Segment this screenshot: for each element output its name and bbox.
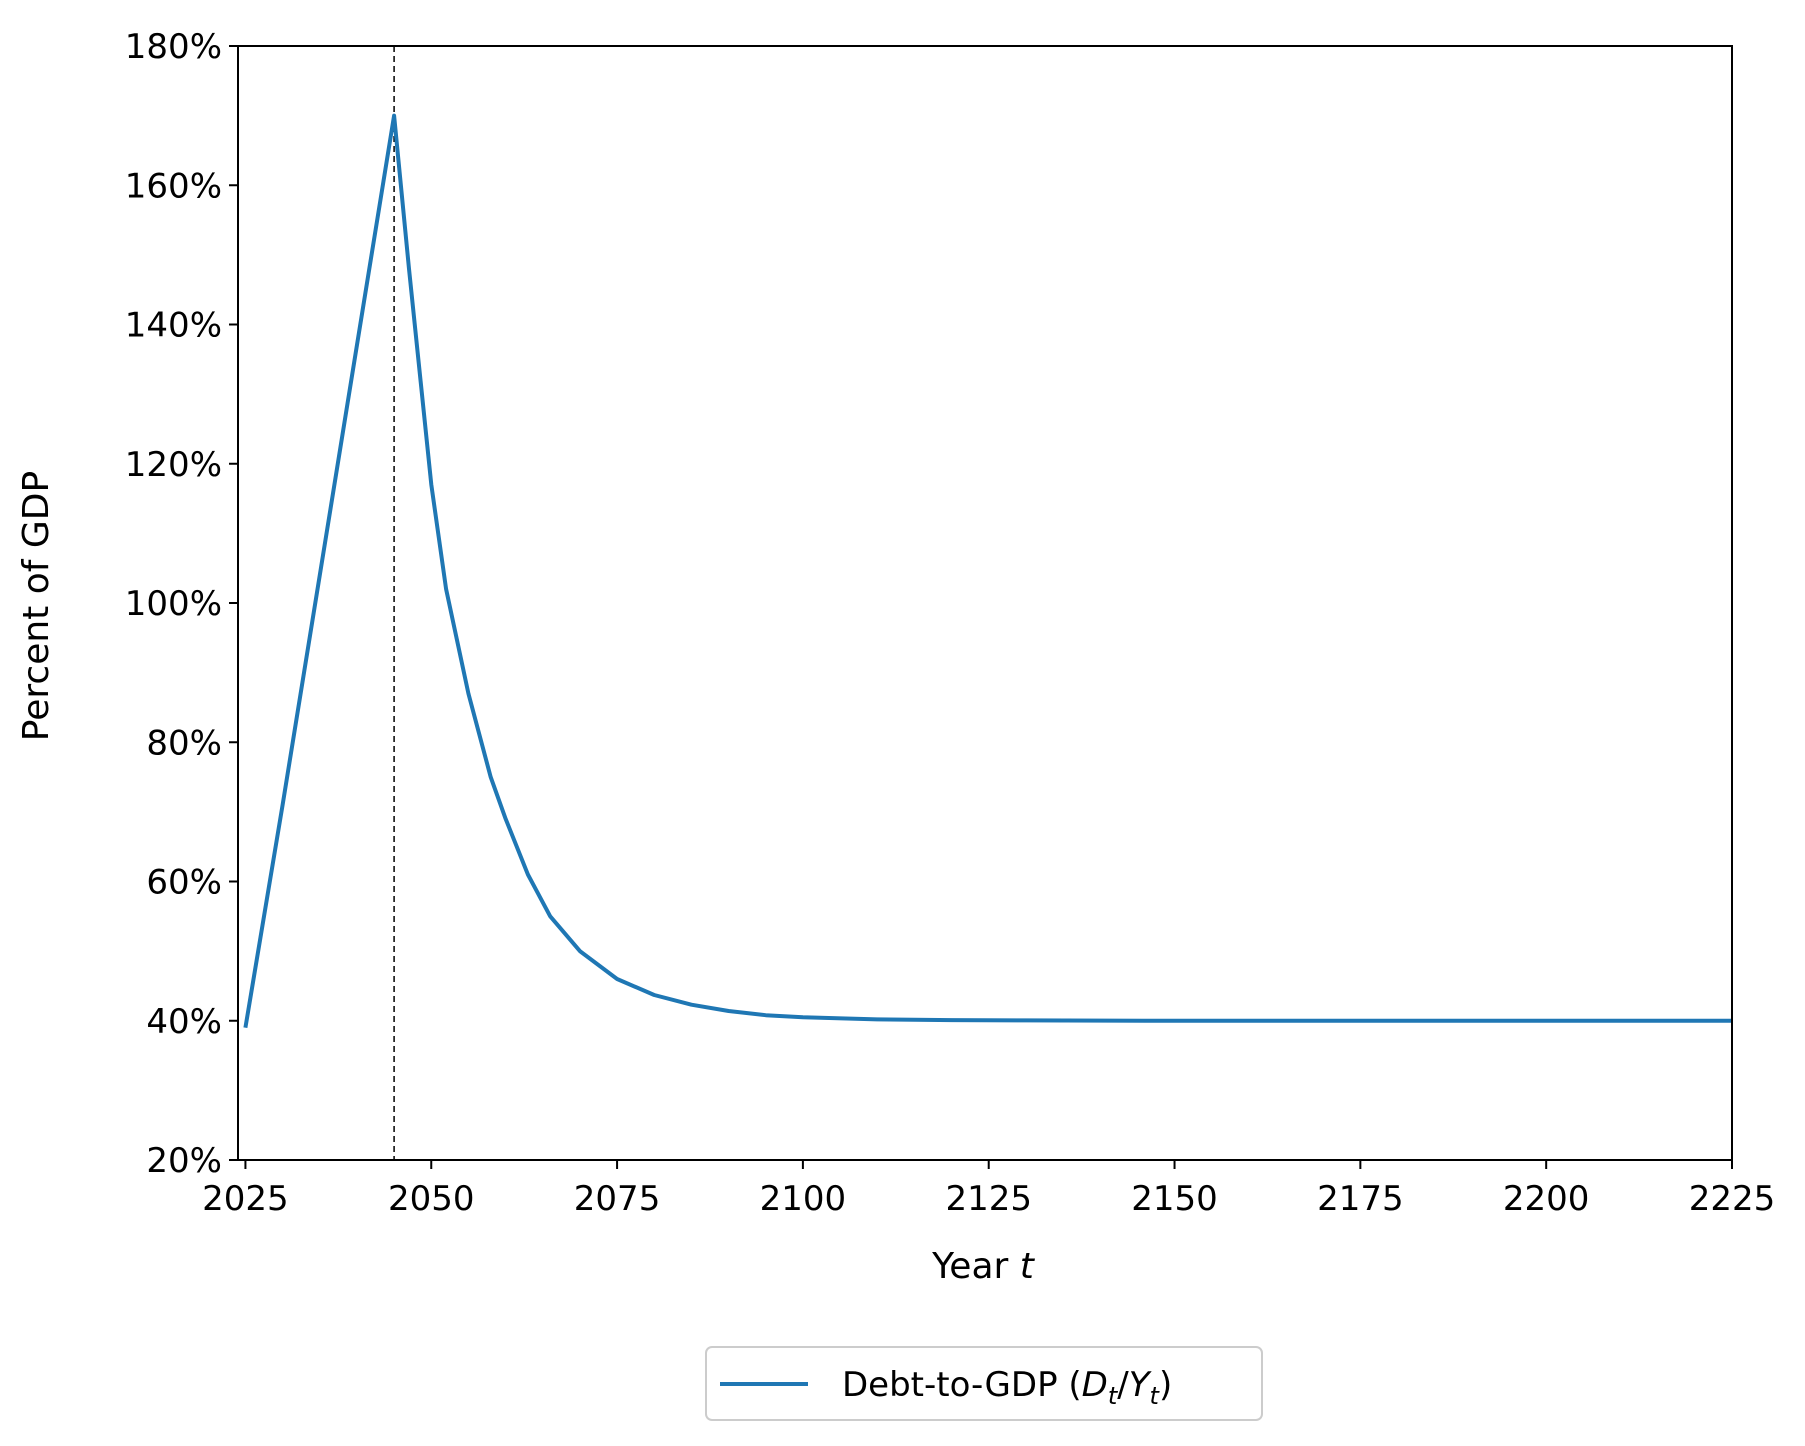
y-tick-label: 60% (146, 863, 222, 903)
y-tick-label: 100% (125, 584, 222, 624)
legend: Debt-to-GDP (Dt/Yt) (705, 1346, 1263, 1421)
y-tick-label: 140% (125, 306, 222, 346)
y-tick-label: 120% (125, 445, 222, 485)
y-tick-label: 160% (125, 166, 222, 206)
x-axis-label-text: Year (931, 1246, 1008, 1287)
plot-area (243, 46, 1732, 1160)
x-tick-label: 2200 (1503, 1179, 1590, 1219)
x-tick-label: 2050 (388, 1179, 475, 1219)
x-tick-label: 2025 (202, 1179, 289, 1219)
y-axis-label: Percent of GDP (16, 471, 57, 741)
x-tick-label: 2150 (1131, 1179, 1218, 1219)
legend-label-debt-to-gdp: Debt-to-GDP (Dt/Yt) (842, 1365, 1172, 1410)
axes: 20% 40% 60% 80% 100% 120% 140% 160% 180% 2025 2050… (125, 27, 1775, 1219)
y-tick-label: 180% (125, 27, 222, 67)
legend-box (705, 1346, 1263, 1421)
x-tick-label: 2075 (574, 1179, 661, 1219)
x-tick-label: 2100 (760, 1179, 847, 1219)
y-tick-label: 80% (146, 723, 222, 763)
x-tick-label: 2125 (945, 1179, 1032, 1219)
series-line-debt-to-gdp (243, 113, 1732, 1029)
x-tick-label: 2225 (1689, 1179, 1776, 1219)
y-tick-label: 20% (146, 1141, 222, 1181)
x-axis-label: Year t (931, 1246, 1036, 1287)
x-axis-label-var: t (1020, 1246, 1036, 1287)
x-tick-label: 2175 (1317, 1179, 1404, 1219)
y-tick-label: 40% (146, 1002, 222, 1042)
